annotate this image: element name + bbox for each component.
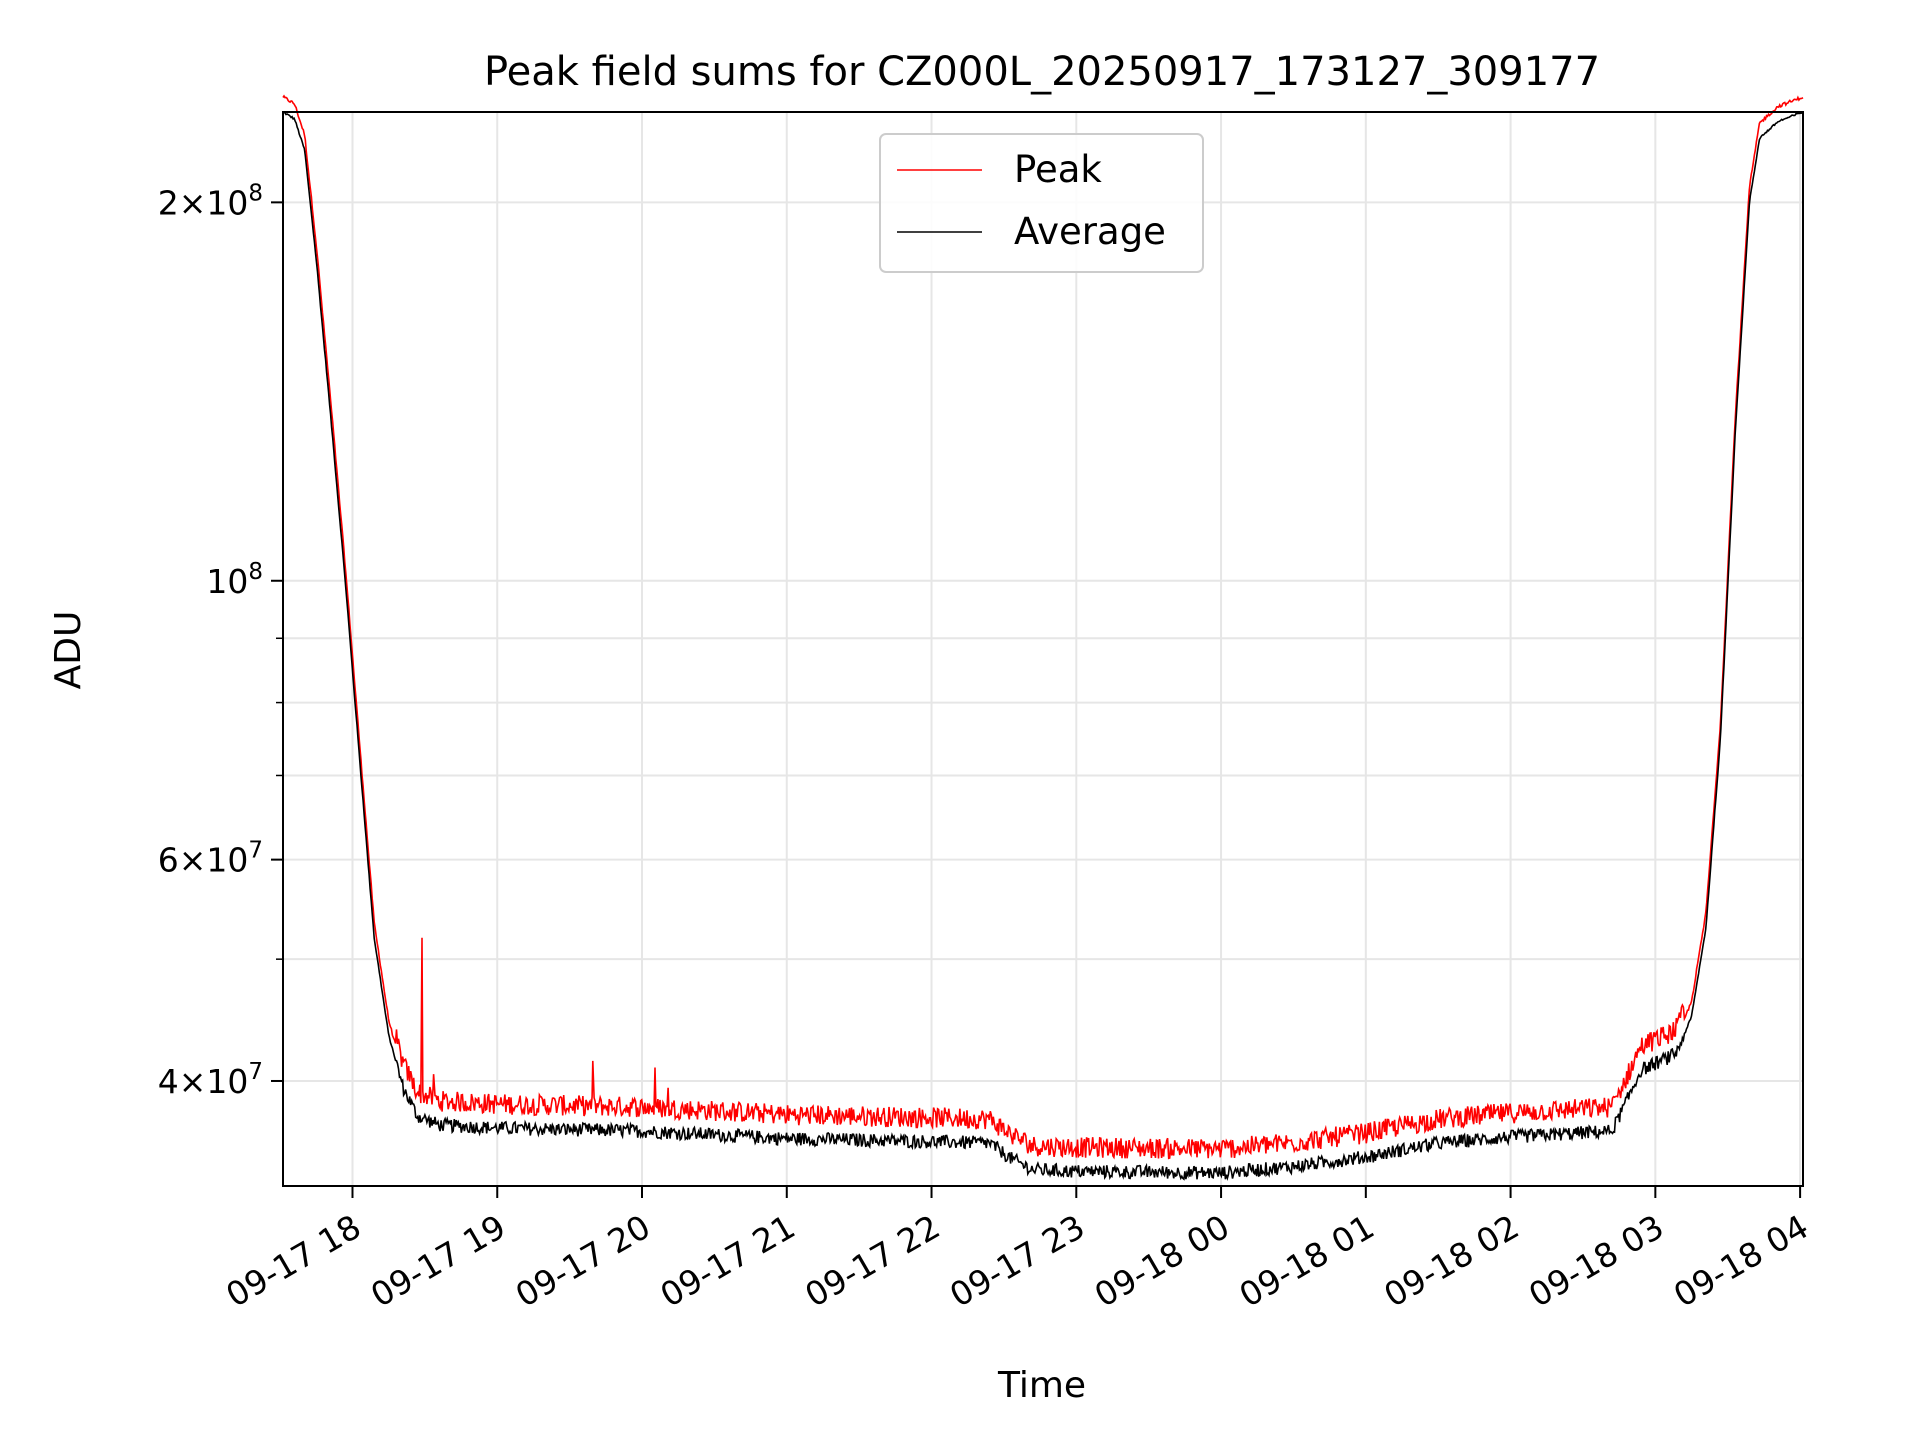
- series-line-average: [282, 111, 1804, 1182]
- grid: [283, 112, 1803, 1186]
- x-axis-label: Time: [997, 1365, 1086, 1406]
- chart-title: Peak field sums for CZ000L_20250917_1731…: [484, 49, 1600, 95]
- series-layer: [282, 94, 1804, 1182]
- y-axis-label: ADU: [48, 611, 89, 690]
- y-tick-label: 2×108: [158, 180, 263, 222]
- plot-frame: [282, 111, 1804, 1187]
- y-axis: 4×107 6×107 108 2×108: [158, 180, 283, 1101]
- y-tick-label: 108: [206, 559, 263, 601]
- legend-label-average: Average: [1014, 210, 1166, 253]
- y-tick-label: 4×107: [158, 1059, 263, 1101]
- legend-box: [879, 133, 1204, 273]
- series-line-peak: [282, 94, 1804, 1160]
- legend: Peak Average: [879, 133, 1204, 273]
- legend-label-peak: Peak: [1014, 148, 1102, 191]
- y-tick-label: 6×107: [158, 838, 263, 880]
